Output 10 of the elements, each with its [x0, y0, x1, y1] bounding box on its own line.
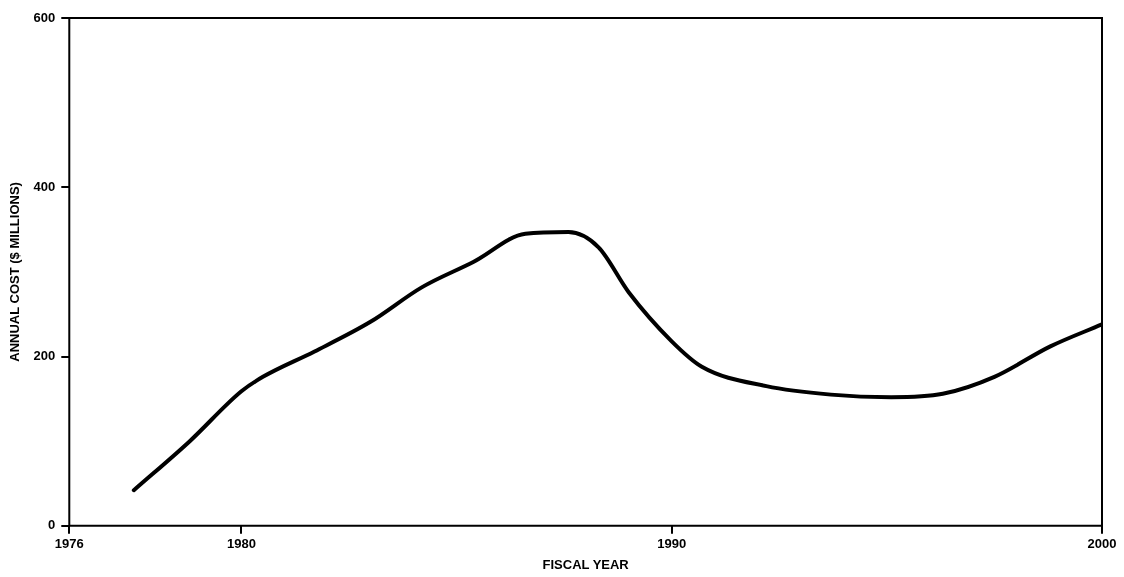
y-tick-label: 400 [33, 178, 56, 194]
x-tick-label: 1990 [657, 536, 687, 552]
x-tick-label: 2000 [1087, 536, 1117, 552]
x-tick-label: 1980 [226, 536, 256, 552]
x-tick-label: 1976 [54, 536, 84, 552]
y-tick-label: 200 [33, 348, 56, 364]
y-axis-title: ANNUAL COST ($ MILLIONS) [7, 182, 23, 362]
y-tick-label: 600 [33, 9, 56, 25]
y-tick-label: 0 [48, 517, 56, 533]
x-axis-title: FISCAL YEAR [542, 556, 630, 572]
